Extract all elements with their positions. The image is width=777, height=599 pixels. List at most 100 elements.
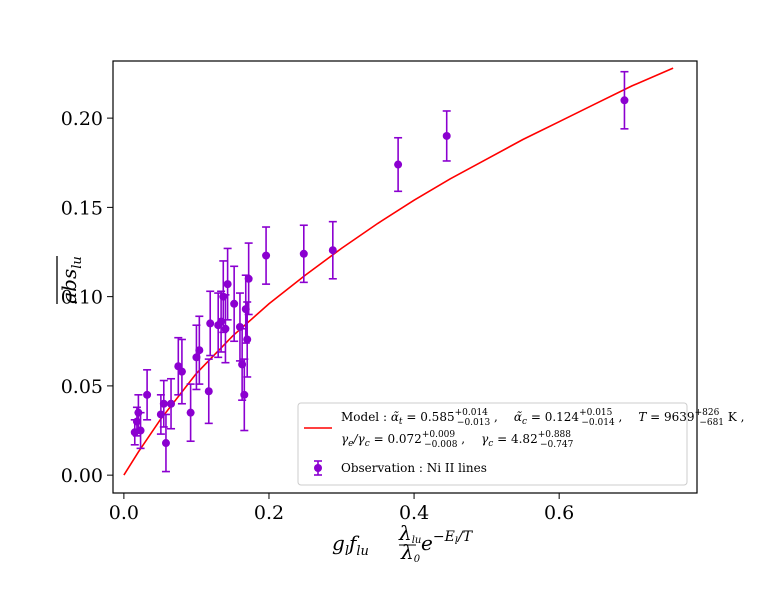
x-label-f-sub: lu xyxy=(356,544,369,559)
legend-gamma-ratio-symbol: γ xyxy=(341,432,349,446)
observation-point xyxy=(244,242,253,316)
legend-T-value: = 9639 xyxy=(646,410,694,424)
observation-point xyxy=(328,220,337,280)
observation-point xyxy=(136,411,145,450)
legend-gamma-ratio-value: = 0.072 xyxy=(370,432,422,446)
model-curve xyxy=(123,67,674,476)
legend-model-prefix: Model : xyxy=(341,410,391,424)
data-marker xyxy=(243,335,252,344)
observation-point xyxy=(186,383,195,443)
observation-point xyxy=(143,369,152,421)
x-label-g: g xyxy=(332,531,345,555)
data-marker xyxy=(244,274,253,283)
x-tick-label: 0.6 xyxy=(544,502,574,524)
data-marker xyxy=(328,246,337,255)
legend-gamma-c-value: = 4.82 xyxy=(493,432,537,446)
svg-text:λlu: λlu xyxy=(398,521,421,546)
observation-point xyxy=(177,338,186,405)
x-label-exp-tail: /T xyxy=(456,529,474,545)
legend-gamma-c-sub: c xyxy=(488,439,493,449)
legend-sep-3: , xyxy=(457,432,465,446)
x-tick-label: 0.2 xyxy=(254,502,284,524)
legend-T-upper: +826 xyxy=(695,408,720,418)
observation-point xyxy=(299,224,308,284)
observation-point xyxy=(394,136,403,193)
legend-alpha-c-upper: +0.015 xyxy=(579,408,613,418)
y-label-sub: lu xyxy=(70,256,85,269)
legend-sep-2: , xyxy=(615,410,623,424)
legend-gamma-ratio-upper: +0.009 xyxy=(422,430,456,440)
legend-gamma-c-symbol: γ xyxy=(481,432,489,446)
legend-box xyxy=(297,402,688,486)
legend-sep-1: , xyxy=(490,410,498,424)
observation-point xyxy=(159,379,168,428)
data-marker xyxy=(195,346,204,355)
data-marker xyxy=(230,299,239,308)
x-label-frac-num-sub: lu xyxy=(412,535,422,546)
svg-text:abslu: abslu xyxy=(57,256,85,304)
observation-point xyxy=(240,358,249,432)
observation-point xyxy=(195,315,204,385)
data-marker xyxy=(156,410,165,419)
legend-alpha-t-symbol: α̃ xyxy=(391,410,399,424)
y-tick-label: 0.15 xyxy=(61,197,103,219)
x-tick-label: 0.0 xyxy=(109,502,139,524)
data-marker xyxy=(177,367,186,376)
legend-gamma-ratio-lower: −0.008 xyxy=(424,440,458,450)
svg-text:λ0: λ0 xyxy=(400,540,421,565)
x-label-exp: −E xyxy=(433,529,455,545)
x-label-exp-sub: l xyxy=(455,536,458,547)
legend-model-line1: Model : α̃t = 0.585+0.014 −0.013 , α̃c = 0… xyxy=(341,408,744,428)
data-marker xyxy=(161,439,170,448)
x-axis-label: glflu λlu λ0 e−El/T xyxy=(332,521,474,565)
legend-gamma-ratio-sub1: e xyxy=(348,439,353,449)
data-marker xyxy=(394,160,403,169)
legend-gamma-ratio-slash: /γ xyxy=(353,432,366,446)
data-marker xyxy=(204,387,213,396)
legend-alpha-t-upper: +0.014 xyxy=(455,408,489,418)
legend: Model : α̃t = 0.585+0.014 −0.013 , α̃c = 0… xyxy=(297,402,744,486)
y-label-main: abs xyxy=(57,269,81,304)
legend-observation-swatch xyxy=(314,460,322,476)
legend-gamma-c-lower: −0.747 xyxy=(540,440,574,450)
y-tick-label: 0.20 xyxy=(61,108,103,130)
legend-gamma-ratio-sub2: c xyxy=(365,439,370,449)
legend-alpha-c-sub: c xyxy=(522,417,527,427)
data-marker xyxy=(159,399,168,408)
y-axis-label: abslu xyxy=(56,256,85,304)
observation-point xyxy=(204,358,213,425)
data-marker xyxy=(240,390,249,399)
x-label-frac-den-sub: 0 xyxy=(414,554,421,565)
observation-point xyxy=(230,265,239,343)
plot-frame xyxy=(112,60,698,494)
legend-alpha-t-lower: −0.013 xyxy=(457,418,491,428)
observation-point xyxy=(221,294,230,364)
observation-point xyxy=(167,377,176,430)
observation-point xyxy=(192,324,201,391)
data-marker xyxy=(620,96,629,105)
data-marker xyxy=(223,280,232,289)
legend-gamma-c-upper: +0.888 xyxy=(538,430,572,440)
data-marker xyxy=(136,426,145,435)
legend-T-unit: K , xyxy=(724,410,744,424)
data-marker xyxy=(442,131,451,140)
svg-text:glflu: glflu xyxy=(332,531,369,559)
observation-point xyxy=(442,110,451,162)
svg-text:e−El/T: e−El/T xyxy=(421,529,474,555)
observation-point xyxy=(262,226,271,285)
legend-observation-label: Observation : Ni II lines xyxy=(341,461,487,475)
data-marker xyxy=(192,353,201,362)
legend-alpha-c-value: = 0.124 xyxy=(527,410,579,424)
x-label-frac-den: λ xyxy=(400,540,414,564)
legend-T-lower: −681 xyxy=(699,418,724,428)
data-marker xyxy=(132,417,141,426)
observation-point xyxy=(620,70,629,130)
observation-point xyxy=(223,247,232,321)
observation-point xyxy=(161,413,170,473)
x-label-e: e xyxy=(421,531,433,555)
legend-alpha-c-symbol: α̃ xyxy=(514,410,522,424)
data-marker xyxy=(221,324,230,333)
legend-model-line2: γe/γc = 0.072+0.009 −0.008 , γc = 4.82+0.8… xyxy=(341,430,574,450)
